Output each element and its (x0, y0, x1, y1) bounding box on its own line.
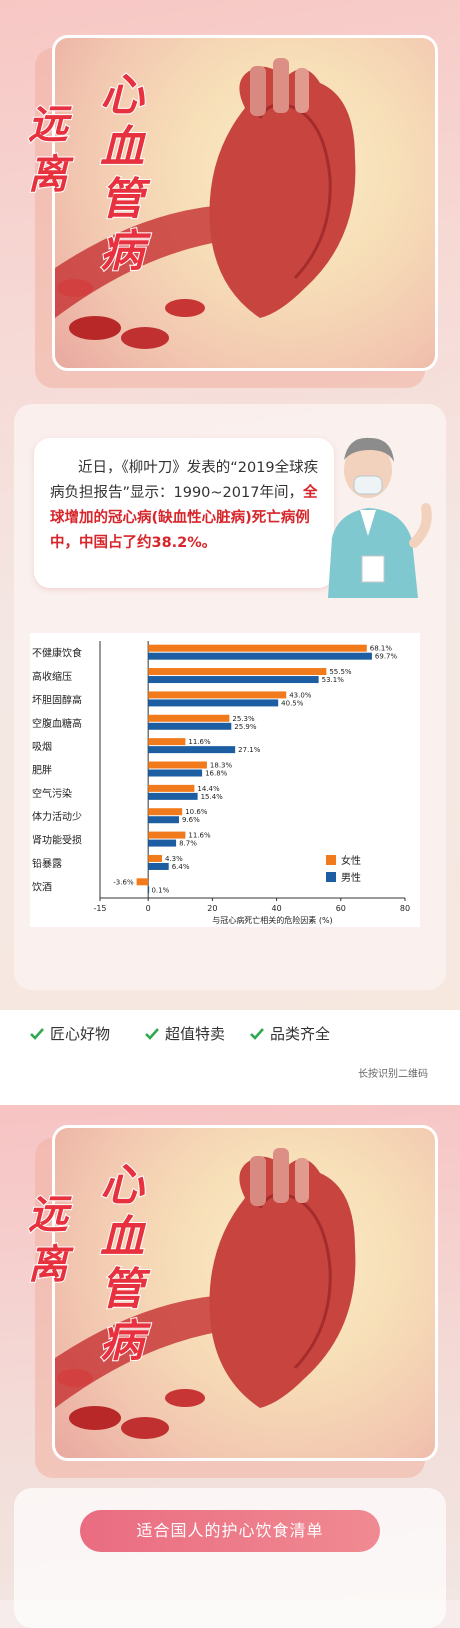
data-label: 40.5% (281, 699, 304, 707)
data-label: 55.5% (329, 668, 352, 676)
data-label: 10.6% (185, 808, 208, 816)
bar-female (148, 808, 183, 816)
x-tick-label: -15 (93, 904, 106, 913)
x-tick-label: 20 (207, 904, 217, 913)
bar-male (148, 722, 232, 730)
hero-banner (52, 1125, 438, 1461)
data-label: 69.7% (375, 653, 398, 661)
data-label: 0.1% (151, 886, 169, 894)
feature-label: 匠心好物 (50, 1025, 111, 1043)
data-label: 11.6% (188, 832, 211, 840)
diet-list-button[interactable]: 适合国人的护心饮食清单 (80, 1510, 380, 1552)
category-label: 肾功能受损 (32, 834, 82, 847)
data-label: 53.1% (322, 676, 345, 684)
data-label: 15.4% (201, 793, 224, 801)
category-label: 体力活动少 (32, 810, 82, 823)
bar-male (148, 839, 177, 847)
bar-female (148, 668, 327, 676)
category-label: 肥胖 (32, 765, 52, 777)
bar-female (148, 854, 162, 862)
feature-label: 超值特卖 (165, 1025, 226, 1043)
legend-swatch (326, 872, 336, 882)
data-label: 43.0% (289, 691, 312, 699)
hero-title-left: 远离 (27, 1191, 70, 1289)
doctor-illustration (328, 437, 432, 598)
data-label: 14.4% (197, 785, 220, 793)
hero-banner (52, 35, 438, 371)
intro-text: 近日，《柳叶刀》发表的“2019全球疾病负担报告”显示：1990~2017年间， (50, 460, 319, 501)
category-label: 铅暴露 (32, 857, 62, 870)
feature-item: 匠心好物 (30, 1023, 110, 1044)
risk-factor-chart: 不健康饮食 68.1% 69.7% 高收缩压 55.5% 53.1% 坏胆固醇高 43.0% 4… (30, 633, 420, 927)
x-tick-label: 40 (271, 904, 281, 913)
hero-title-right: 心血管病 (99, 69, 146, 278)
data-label: 18.3% (210, 762, 233, 770)
category-label: 高收缩压 (32, 670, 72, 683)
highlight-text: 全球增加的冠心病(缺血性心脏病)死亡病例中，中国占了约38.2%。 (50, 485, 318, 551)
data-label: 4.3% (165, 855, 183, 863)
heart-illustration (55, 58, 356, 349)
bar-female (148, 761, 207, 769)
hero-title-left: 远离 (27, 101, 70, 199)
data-label: 11.6% (188, 738, 211, 746)
hero-title-right: 心血管病 (99, 1159, 146, 1368)
feature-label: 品类齐全 (270, 1025, 331, 1043)
legend-label: 女性 (341, 854, 361, 867)
bar-male (148, 862, 169, 870)
category-label: 空气污染 (32, 787, 72, 800)
bar-female (136, 878, 149, 886)
legend-label: 男性 (341, 871, 361, 884)
bar-female (148, 738, 186, 746)
category-label: 空腹血糖高 (32, 717, 82, 730)
speech-bubble: 近日，《柳叶刀》发表的“2019全球疾病负担报告”显示：1990~2017年间，… (34, 438, 334, 588)
feature-item: 超值特卖 (145, 1023, 225, 1044)
feature-band (0, 1010, 460, 1105)
check-icon (30, 1028, 44, 1040)
x-axis-title: 与冠心病死亡相关的危险因素 (%) (212, 915, 332, 925)
check-icon (250, 1028, 264, 1040)
bar-male (148, 816, 179, 824)
check-icon (145, 1028, 159, 1040)
bar-male (148, 746, 236, 754)
bar-female (148, 714, 230, 722)
x-tick-label: 80 (400, 904, 410, 913)
x-tick-label: 60 (336, 904, 346, 913)
data-label: 9.6% (182, 816, 200, 824)
bar-male (148, 769, 203, 777)
category-label: 不健康饮食 (32, 647, 82, 660)
x-tick-label: 0 (146, 904, 151, 913)
bar-female (148, 784, 195, 792)
feature-list: 匠心好物 超值特卖 品类齐全 (0, 1023, 460, 1053)
bar-male (148, 699, 279, 707)
data-label: 25.9% (234, 723, 257, 731)
bar-male (148, 652, 372, 660)
bar-female (148, 691, 287, 699)
data-label: 68.1% (370, 645, 393, 653)
bar-female (148, 831, 186, 839)
data-label: 27.1% (238, 746, 261, 754)
scan-qr-hint[interactable]: 长按识别二维码 (358, 1069, 428, 1080)
category-label: 坏胆固醇高 (32, 693, 82, 706)
chart-svg: 不健康饮食 68.1%69.7%高收缩压 55.5%53.1%坏胆固醇高 43.0%4… (32, 641, 410, 925)
bar-female (148, 644, 367, 652)
diet-card (14, 1488, 446, 1628)
bar-male (148, 792, 198, 800)
bar-male (148, 886, 150, 894)
bar-male (148, 676, 319, 684)
data-label: 6.4% (172, 863, 190, 871)
data-label: 16.8% (205, 770, 228, 778)
feature-item: 品类齐全 (250, 1023, 330, 1044)
data-label: 25.3% (232, 715, 255, 723)
data-label: -3.6% (113, 878, 134, 886)
heart-illustration (55, 1148, 356, 1439)
legend-swatch (326, 855, 336, 865)
data-label: 8.7% (179, 840, 197, 848)
category-label: 饮酒 (32, 880, 52, 893)
category-label: 吸烟 (32, 740, 52, 753)
